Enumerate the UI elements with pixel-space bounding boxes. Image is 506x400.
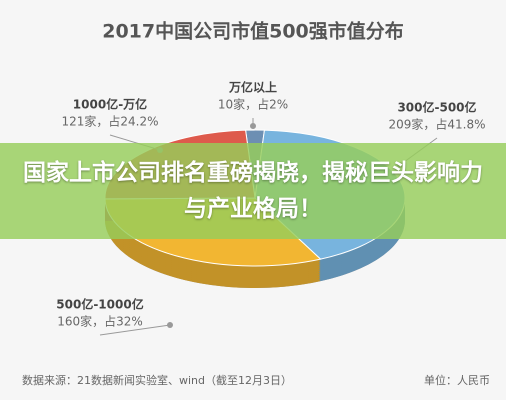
source-note: 数据来源：21数据新闻实验室、wind（截至12月3日） bbox=[22, 373, 292, 387]
category-label: 万亿以上 bbox=[228, 80, 277, 95]
value-label: 160家，占32% bbox=[57, 314, 143, 329]
value-label: 209家，占41.8% bbox=[388, 117, 485, 132]
category-label: 300亿-500亿 bbox=[397, 100, 476, 115]
value-label: 10家，占2% bbox=[218, 97, 288, 112]
labels: 万亿以上 10家，占2% 300亿-500亿 209家，占41.8% 500亿-1000… bbox=[56, 80, 486, 336]
category-label: 500亿-1000亿 bbox=[56, 297, 143, 312]
leader-line bbox=[99, 324, 171, 336]
leader-dot bbox=[167, 322, 173, 328]
category-label: 1000亿-万亿 bbox=[73, 97, 147, 112]
chart-title: 2017中国公司市值500强市值分布 bbox=[102, 20, 404, 43]
banner-text: 国家上市公司排名重磅揭晓，揭秘巨头影响力与产业格局！ bbox=[23, 160, 483, 222]
leader-dot bbox=[250, 123, 256, 129]
unit-note: 单位：人民币 bbox=[424, 373, 490, 387]
banner: 国家上市公司排名重磅揭晓，揭秘巨头影响力与产业格局！ bbox=[0, 143, 506, 239]
value-label: 121家，占24.2% bbox=[61, 114, 158, 129]
